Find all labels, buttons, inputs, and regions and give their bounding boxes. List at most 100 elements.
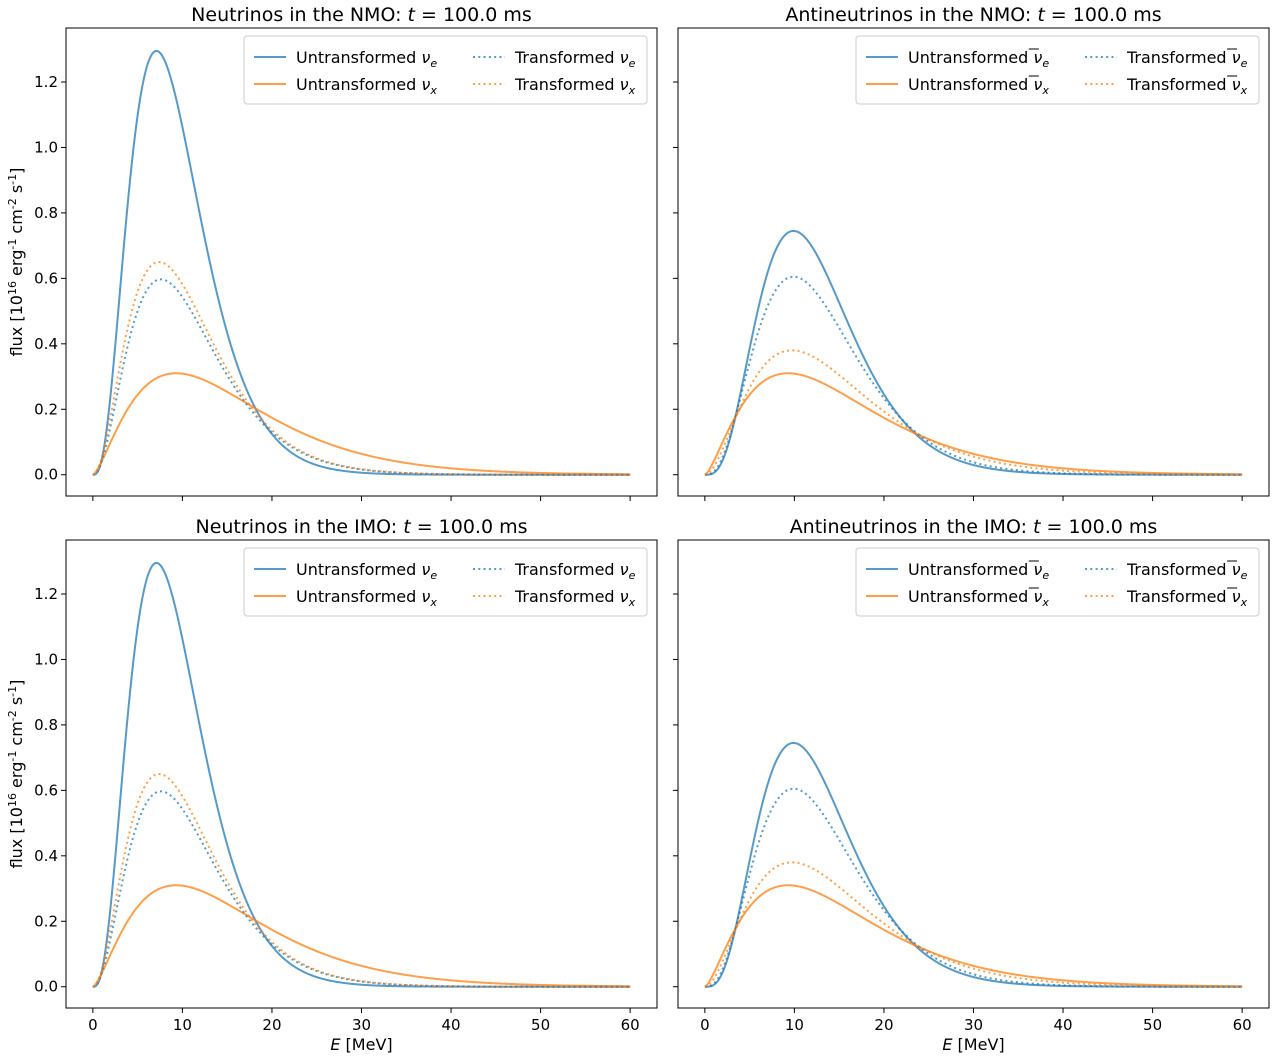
legend-entry-untransformed-e: Untransformed νe — [866, 560, 1049, 582]
series-line-transformed-e — [92, 278, 631, 476]
legend: Untransformed νe Untransformed νx Transfor… — [855, 35, 1260, 105]
legend: Untransformed νe Untransformed νx Transfor… — [243, 35, 648, 105]
series-line-transformed-e — [704, 275, 1243, 476]
x-tick-label: 40 — [1053, 1016, 1072, 1034]
series-line-untransformed-x — [704, 372, 1243, 476]
legend-entry-transformed-x: Transformed νx — [1085, 75, 1248, 97]
legend-label: Untransformed νe — [296, 48, 437, 70]
legend-box — [243, 35, 648, 105]
series-line-untransformed-x — [704, 884, 1243, 988]
series-line-transformed-e — [704, 787, 1243, 988]
legend-entry-transformed-e: Transformed νe — [1085, 560, 1248, 582]
legend-entry-untransformed-x: Untransformed νx — [254, 75, 437, 97]
legend: Untransformed νe Untransformed νx Transfor… — [855, 547, 1260, 617]
legend-box — [243, 547, 648, 617]
series-line-untransformed-e — [704, 229, 1243, 476]
y-tick-label: 0.8 — [34, 716, 58, 734]
panel-title: Antineutrinos in the NMO: t = 100.0 ms — [785, 4, 1161, 26]
x-tick-label: 60 — [621, 1016, 640, 1034]
x-tick-label: 60 — [1233, 1016, 1252, 1034]
y-tick-label: 0.2 — [34, 400, 58, 418]
x-tick-label: 50 — [531, 1016, 550, 1034]
legend-entry-untransformed-x: Untransformed νx — [866, 75, 1049, 97]
y-tick-label: 0.8 — [34, 204, 58, 222]
legend-entry-untransformed-e: Untransformed νe — [866, 48, 1049, 70]
series-line-transformed-x — [704, 349, 1243, 476]
panel-3: Neutrinos in the IMO: t = 100.0 ms 0 10 20 3… — [6, 516, 658, 1054]
legend-label: Transformed νx — [1126, 587, 1248, 609]
legend-label: Untransformed νe — [296, 560, 437, 582]
series-line-untransformed-x — [92, 372, 631, 476]
y-tick-label: 0.0 — [34, 978, 58, 996]
legend-label: Transformed νe — [514, 560, 636, 582]
y-tick-label: 0.0 — [34, 466, 58, 484]
legend-entry-transformed-x: Transformed νx — [473, 75, 636, 97]
legend-label: Untransformed νx — [908, 587, 1049, 609]
legend-label: Transformed νe — [514, 48, 636, 70]
y-tick-label: 0.6 — [34, 269, 58, 287]
legend-label: Transformed νe — [1126, 560, 1248, 582]
legend-entry-untransformed-x: Untransformed νx — [254, 587, 437, 609]
series-group — [704, 741, 1243, 988]
series-line-transformed-x — [704, 861, 1243, 988]
series-line-transformed-x — [92, 773, 631, 988]
y-tick-label: 1.0 — [34, 650, 58, 668]
panel-title: Antineutrinos in the IMO: t = 100.0 ms — [790, 516, 1158, 538]
panel-2: Antineutrinos in the NMO: t = 100.0 ms Un… — [673, 4, 1270, 501]
y-axis-label: flux [1016​ erg-1​ cm-2​ s-1​] — [6, 168, 26, 357]
y-tick-label: 1.2 — [34, 73, 58, 91]
legend-box — [855, 547, 1260, 617]
y-tick-label: 0.2 — [34, 912, 58, 930]
panel-title: Neutrinos in the NMO: t = 100.0 ms — [191, 4, 532, 26]
legend-entry-untransformed-e: Untransformed νe — [254, 48, 437, 70]
legend-label: Untransformed νx — [296, 75, 437, 97]
legend-label: Transformed νe — [1126, 48, 1248, 70]
legend: Untransformed νe Untransformed νx Transfor… — [243, 547, 648, 617]
legend-box — [855, 35, 1260, 105]
series-line-untransformed-e — [704, 741, 1243, 988]
panel-4: Antineutrinos in the IMO: t = 100.0 ms 0 1… — [673, 516, 1270, 1054]
series-group — [704, 229, 1243, 476]
series-group — [92, 49, 631, 476]
legend-label: Untransformed νx — [296, 587, 437, 609]
y-tick-label: 0.4 — [34, 847, 58, 865]
legend-entry-transformed-e: Transformed νe — [473, 48, 636, 70]
y-tick-label: 0.6 — [34, 781, 58, 799]
series-line-untransformed-e — [92, 49, 631, 476]
x-tick-label: 30 — [352, 1016, 371, 1034]
x-tick-label: 20 — [262, 1016, 281, 1034]
legend-entry-transformed-x: Transformed νx — [1085, 587, 1248, 609]
panel-title: Neutrinos in the IMO: t = 100.0 ms — [195, 516, 527, 538]
series-group — [92, 561, 631, 988]
legend-label: Transformed νx — [1126, 75, 1248, 97]
series-line-untransformed-x — [92, 884, 631, 988]
legend-label: Untransformed νx — [908, 75, 1049, 97]
legend-entry-transformed-x: Transformed νx — [473, 587, 636, 609]
legend-entry-transformed-e: Transformed νe — [473, 560, 636, 582]
x-tick-label: 30 — [964, 1016, 983, 1034]
x-tick-label: 0 — [88, 1016, 98, 1034]
x-axis-label: E [MeV] — [330, 1035, 392, 1054]
x-tick-label: 0 — [700, 1016, 710, 1034]
legend-label: Transformed νx — [514, 587, 636, 609]
panel-1: Neutrinos in the NMO: t = 100.0 ms 0.0 0.2… — [6, 4, 658, 501]
legend-entry-untransformed-e: Untransformed νe — [254, 560, 437, 582]
legend-label: Untransformed νe — [908, 560, 1049, 582]
legend-label: Transformed νx — [514, 75, 636, 97]
x-tick-label: 10 — [785, 1016, 804, 1034]
y-tick-label: 0.4 — [34, 335, 58, 353]
series-line-transformed-x — [92, 261, 631, 476]
x-tick-label: 20 — [874, 1016, 893, 1034]
x-tick-label: 10 — [173, 1016, 192, 1034]
y-tick-label: 1.0 — [34, 138, 58, 156]
legend-entry-untransformed-x: Untransformed νx — [866, 587, 1049, 609]
y-axis-label: flux [1016​ erg-1​ cm-2​ s-1​] — [6, 680, 26, 869]
y-tick-label: 1.2 — [34, 585, 58, 603]
series-line-untransformed-e — [92, 561, 631, 988]
legend-entry-transformed-e: Transformed νe — [1085, 48, 1248, 70]
series-line-transformed-e — [92, 790, 631, 988]
legend-label: Untransformed νe — [908, 48, 1049, 70]
x-tick-label: 50 — [1143, 1016, 1162, 1034]
x-axis-label: E [MeV] — [942, 1035, 1004, 1054]
